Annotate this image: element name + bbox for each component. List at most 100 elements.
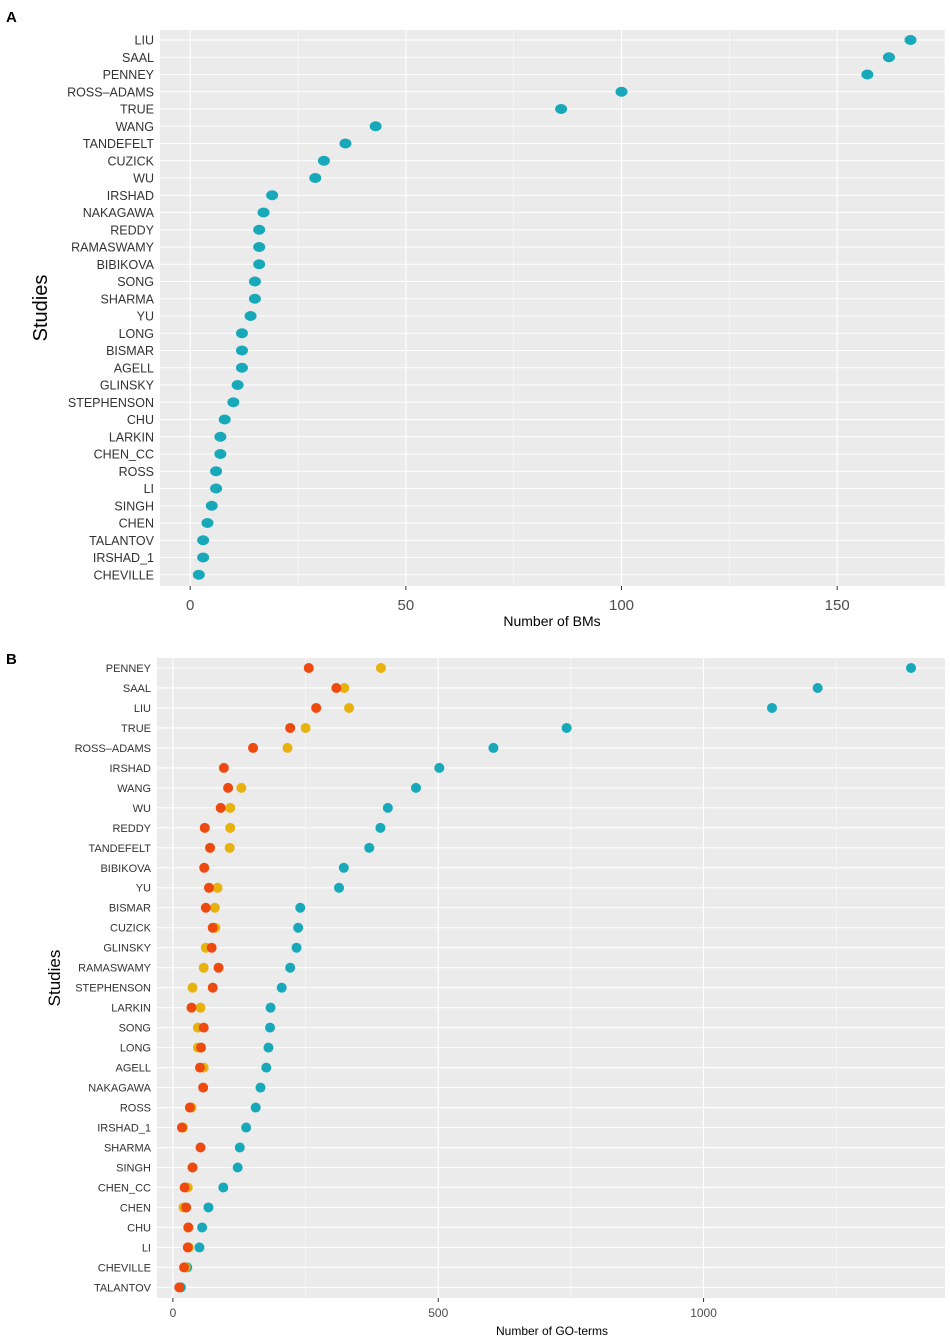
panel-b-point-red	[204, 882, 215, 893]
panel-a-point-bms	[192, 569, 205, 580]
panel-a-x-tick-label: 150	[825, 597, 850, 614]
panel-b-grid	[157, 658, 945, 1298]
panel-b-point-red	[179, 1262, 190, 1273]
panel-b-category-label: PENNEY	[106, 663, 152, 675]
panel-a-point-bms	[197, 552, 210, 563]
panel-b-point-teal	[295, 902, 306, 913]
panel-b: B PENNEY SAAL LIU TRUE ROSS–ADAMS IRSHAD WANG W…	[6, 651, 945, 1338]
panel-b-category-label: LI	[142, 1242, 151, 1254]
panel-a-point-bms	[861, 69, 874, 80]
panel-b-category-label: CHU	[127, 1222, 151, 1234]
panel-a-category-label: YU	[137, 310, 154, 324]
panel-b-point-teal	[561, 722, 572, 733]
panel-b-point-orange	[198, 962, 209, 973]
panel-a-category-label: BISMAR	[106, 344, 154, 358]
panel-a-x-ticks: 0 50 100 150	[186, 586, 850, 614]
panel-b-category-label: STEPHENSON	[75, 983, 151, 995]
panel-a-category-label: CHU	[127, 413, 154, 427]
panel-b-point-red	[311, 702, 322, 713]
panel-b-point-orange	[212, 882, 223, 893]
panel-b-point-teal	[434, 762, 445, 773]
panel-b-category-label: SINGH	[116, 1162, 151, 1174]
panel-a-point-bms	[266, 190, 279, 201]
panel-b-x-axis-title: Number of GO-terms	[496, 1324, 608, 1338]
panel-b-point-red	[205, 842, 216, 853]
panel-a-category-label: LONG	[119, 327, 154, 341]
panel-a-category-label: PENNEY	[103, 68, 155, 82]
panel-a-point-bms	[882, 52, 895, 63]
panel-a-x-tick-label: 0	[186, 597, 194, 614]
panel-a-point-bms	[201, 518, 214, 528]
panel-b-point-orange	[375, 663, 386, 673]
panel-a-point-bms	[253, 259, 266, 270]
panel-a-category-label: CHEN	[119, 517, 154, 531]
panel-b-point-red	[207, 922, 218, 933]
panel-b-point-teal	[382, 802, 393, 813]
panel-a-category-label: TALANTOV	[89, 534, 154, 548]
panel-a-x-axis-title: Number of BMs	[503, 613, 600, 629]
panel-a-point-bms	[257, 207, 270, 218]
panel-b-y-axis-title: Studies	[45, 950, 64, 1007]
panel-a-point-bms	[339, 138, 352, 149]
panel-a-point-bms	[235, 345, 248, 356]
panel-b-point-teal	[410, 782, 421, 793]
panel-a-grid	[160, 30, 946, 586]
panel-b-category-label: AGELL	[116, 1063, 151, 1075]
panel-a-point-bms	[231, 380, 244, 390]
panel-b-point-orange	[225, 822, 236, 833]
panel-b-point-red	[179, 1182, 190, 1193]
panel-a-label: A	[6, 9, 17, 26]
panel-a-category-label: TANDEFELT	[83, 137, 154, 151]
panel-b-point-teal	[232, 1162, 243, 1173]
panel-a-point-bms	[253, 224, 266, 235]
panel-b-point-red	[181, 1202, 192, 1213]
panel-a-point-bms	[214, 449, 227, 459]
panel-b-category-label: CHEN	[120, 1202, 151, 1214]
panel-b-point-orange	[224, 842, 235, 853]
panel-b-category-label: IRSHAD_1	[97, 1123, 151, 1135]
panel-b-point-red	[182, 1242, 193, 1253]
panel-a-category-label: WU	[133, 172, 154, 186]
panel-b-point-teal	[291, 942, 302, 953]
panel-b-point-red	[176, 1122, 187, 1133]
panel-b-point-teal	[265, 1002, 276, 1013]
panel-a-point-bms	[615, 86, 628, 97]
panel-a-category-label: IRSHAD_1	[93, 551, 154, 565]
panel-a-point-bms	[235, 362, 248, 373]
panel-b-point-orange	[339, 682, 350, 693]
panel-b-point-orange	[344, 702, 355, 713]
panel-a: A LIU SAAL PENNEY ROSS–ADAMS TRUE WANG TANDEFE…	[6, 9, 946, 629]
panel-b-point-red	[187, 1162, 198, 1173]
panel-b-x-tick-label: 500	[428, 1306, 448, 1320]
panel-b-point-teal	[334, 882, 345, 893]
panel-a-category-label: NAKAGAWA	[83, 206, 155, 220]
panel-b-category-label: WU	[133, 803, 151, 815]
panel-b-point-red	[174, 1282, 185, 1293]
panel-a-category-label: CUZICK	[107, 154, 154, 168]
panel-b-point-orange	[225, 802, 236, 813]
panel-b-point-teal	[250, 1102, 261, 1113]
panel-b-point-red	[183, 1222, 194, 1233]
panel-a-category-label: SINGH	[114, 499, 154, 513]
panel-b-point-teal	[263, 1042, 274, 1053]
panel-a-points	[192, 35, 917, 580]
panel-b-category-label: SHARMA	[104, 1142, 152, 1154]
panel-a-category-label: WANG	[116, 120, 154, 134]
panel-a-point-bms	[555, 104, 568, 114]
panel-b-point-red	[303, 663, 314, 673]
panel-b-category-label: WANG	[117, 783, 151, 795]
panel-b-point-teal	[197, 1222, 208, 1233]
panel-b-point-teal	[375, 822, 386, 833]
panel-b-plot-background	[157, 658, 945, 1298]
panel-a-x-tick-label: 50	[398, 597, 415, 614]
panel-b-point-red	[206, 942, 217, 953]
panel-b-category-label: BISMAR	[109, 903, 151, 915]
panel-a-category-label: LIU	[135, 34, 154, 48]
panel-a-category-label: REDDY	[110, 223, 154, 237]
panel-b-point-red	[215, 802, 226, 813]
panel-b-category-label: ROSS	[120, 1103, 151, 1115]
panel-a-category-labels: LIU SAAL PENNEY ROSS–ADAMS TRUE WANG TANDEFELT…	[67, 34, 155, 583]
panel-b-category-label: CHEN_CC	[98, 1182, 151, 1194]
panel-b-point-red	[218, 762, 229, 773]
